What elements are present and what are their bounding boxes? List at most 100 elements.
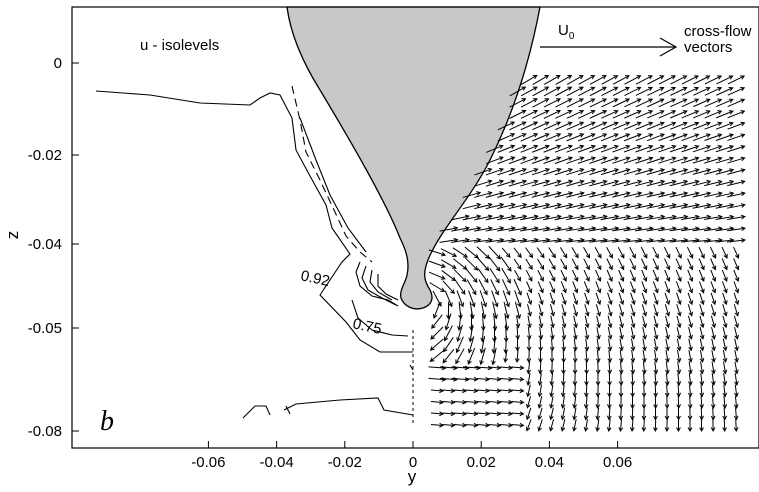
vector-shaft [641, 304, 647, 316]
vector-shaft [543, 168, 561, 176]
vector-arrow [607, 384, 612, 398]
vector-shaft [584, 327, 589, 339]
vector-arrow [681, 86, 700, 96]
vector-head [625, 203, 631, 208]
vector-head [677, 265, 682, 271]
vector-arrow [646, 203, 666, 209]
vector-head [717, 144, 723, 150]
vector-arrow [733, 281, 740, 294]
vector-head [487, 202, 493, 208]
vector-head [694, 168, 700, 173]
vector-arrow [687, 292, 694, 306]
vector-shaft [555, 86, 572, 97]
vector-shaft [711, 372, 715, 386]
vector-arrow [670, 110, 688, 119]
vector-arrow [577, 156, 597, 164]
x-tick-label: -0.04 [259, 454, 293, 471]
vector-shaft [669, 227, 688, 232]
vector-arrow [681, 98, 700, 108]
vector-arrow [658, 75, 676, 85]
vector-shaft [734, 395, 738, 409]
vector-arrow [465, 388, 479, 394]
vector-arrow [561, 315, 567, 329]
vector-arrow [583, 269, 590, 282]
vector-arrow [676, 361, 682, 375]
vector-shaft [692, 169, 711, 175]
vector-shaft [577, 204, 596, 209]
vector-shaft [612, 145, 630, 153]
vector-arrow [566, 179, 585, 187]
vector-arrow [554, 156, 573, 164]
vector-arrow [560, 372, 566, 387]
vector-head [533, 191, 539, 196]
vector-arrow [698, 258, 705, 271]
vector-arrow [457, 312, 462, 331]
vector-head [496, 254, 501, 260]
vector-head [476, 226, 482, 231]
vector-shaft [687, 269, 693, 282]
vector-shaft [477, 257, 489, 271]
vector-head [706, 168, 712, 173]
vector-shaft [462, 192, 481, 198]
vector-head [618, 415, 624, 421]
vector-shaft [584, 304, 589, 316]
vector-head [722, 404, 728, 410]
vector-shaft [476, 378, 490, 380]
vector-shaft [597, 395, 599, 409]
vector-arrow [699, 292, 705, 306]
vector-head [683, 156, 689, 162]
vector-arrow [485, 226, 505, 232]
vector-head [665, 369, 670, 375]
vector-arrow [514, 270, 521, 282]
vector-shaft [664, 292, 670, 305]
vector-head [620, 253, 625, 259]
vector-shaft [585, 407, 588, 420]
vector-shaft [476, 412, 490, 415]
vector-shaft [722, 304, 727, 316]
vector-arrow [554, 144, 573, 153]
vector-arrow [612, 168, 631, 176]
vector-shaft [734, 361, 738, 374]
vector-shaft [561, 292, 566, 305]
vector-arrow [465, 411, 479, 417]
vector-head [608, 265, 613, 271]
vector-shaft [612, 227, 630, 232]
vector-arrow [641, 304, 648, 317]
vector-head [537, 415, 543, 421]
vector-head [723, 311, 728, 317]
vector-shaft [508, 203, 527, 210]
vector-shaft [681, 75, 699, 85]
vector-head [567, 86, 573, 91]
vector-head [560, 426, 566, 432]
vector-shaft [513, 279, 522, 295]
vector-arrow [578, 109, 596, 119]
vector-shaft [589, 192, 607, 198]
x-axis-ticks: -0.06 -0.04 -0.02 0 0.02 0.04 0.06 [191, 441, 632, 471]
vector-arrow [652, 269, 659, 282]
vector-head [705, 133, 711, 138]
vector-head [717, 203, 723, 208]
vector-shaft [693, 75, 710, 85]
vector-arrow [595, 269, 602, 282]
vector-head [671, 191, 677, 197]
vector-shaft [629, 258, 636, 270]
vector-shaft [596, 315, 600, 328]
vector-arrow [589, 156, 608, 164]
vector-head [625, 179, 631, 185]
vector-shaft [488, 245, 501, 260]
vector-head [579, 109, 585, 115]
vector-arrow [607, 349, 613, 363]
vector-arrow [676, 384, 682, 398]
vector-arrow [669, 191, 689, 198]
vector-shaft [554, 145, 573, 153]
vector-shaft [444, 325, 453, 341]
vector-arrow [687, 418, 693, 433]
vector-arrow [511, 422, 525, 428]
vector-arrow [444, 313, 452, 331]
vector-arrow [600, 133, 619, 142]
vector-head [442, 358, 448, 364]
vector-arrow [669, 156, 689, 164]
isolevel-line [361, 265, 397, 306]
vector-head [452, 252, 458, 257]
vector-arrow [734, 361, 739, 375]
